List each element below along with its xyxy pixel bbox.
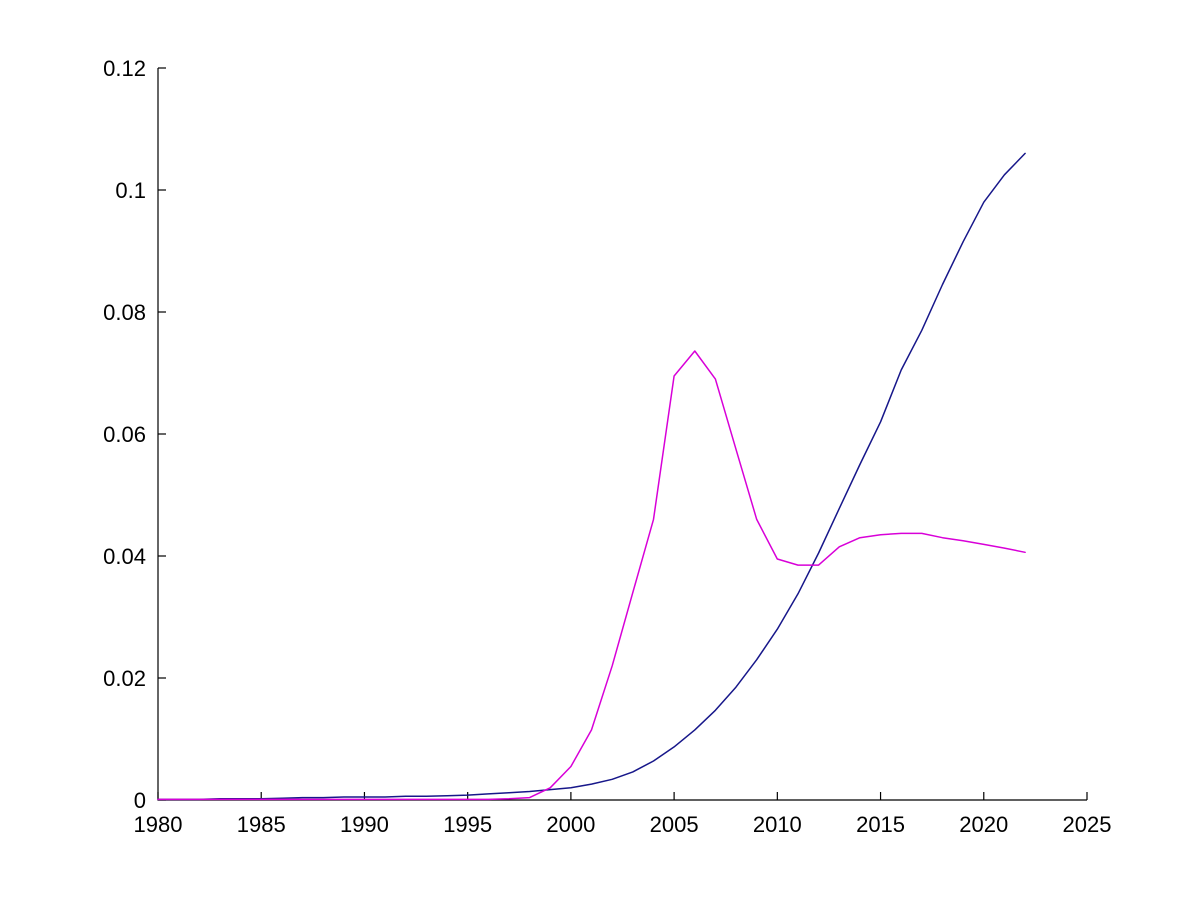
x-axis: 1980 1985 1990 1995 2000 2005 2010 2015 2020 2025	[134, 792, 1112, 837]
series-group	[157, 152, 1026, 801]
x-tick-label: 2000	[546, 812, 595, 837]
y-tick-label: 0.04	[103, 544, 146, 569]
y-tick-label: 0.06	[103, 422, 146, 447]
x-tick-label: 2010	[753, 812, 802, 837]
y-tick-label: 0.02	[103, 666, 146, 691]
y-tick-label: 0.1	[115, 178, 146, 203]
y-tick-label: 0.08	[103, 300, 146, 325]
x-tick-label: 1980	[134, 812, 183, 837]
x-tick-label: 2020	[959, 812, 1008, 837]
x-tick-label: 1985	[237, 812, 286, 837]
x-tick-label: 2025	[1063, 812, 1112, 837]
dark-blue-line	[157, 152, 1026, 801]
x-tick-label: 1995	[443, 812, 492, 837]
axis-lines	[157, 68, 1087, 801]
x-tick-label: 1990	[340, 812, 389, 837]
x-tick-label: 2015	[856, 812, 905, 837]
y-tick-label: 0	[134, 788, 146, 813]
axes	[157, 68, 1087, 801]
x-tick-label: 2005	[650, 812, 699, 837]
y-axis: 0 0.02 0.04 0.06 0.08 0.1 0.12	[103, 56, 166, 813]
y-tick-label: 0.12	[103, 56, 146, 81]
magenta-line	[157, 350, 1026, 801]
